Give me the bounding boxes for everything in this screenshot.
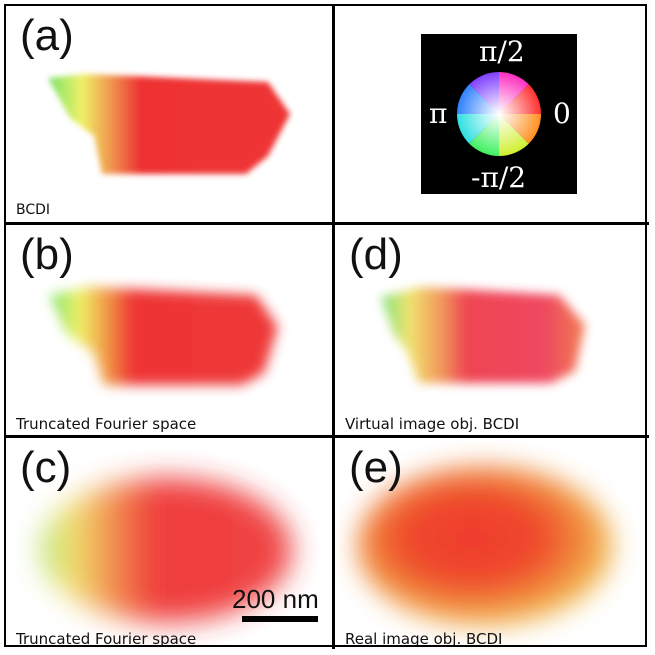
panel-e-label: (e) <box>349 443 403 492</box>
panel-e: (e) Real image obj. BCDI <box>335 438 647 649</box>
panel-a: (a) BCDI <box>6 6 332 222</box>
vertical-divider <box>332 4 335 649</box>
horizontal-divider-bottom <box>4 435 649 438</box>
panel-c-label: (c) <box>20 443 72 492</box>
panel-c: (c) Truncated Fourier space 200 nm <box>6 438 332 649</box>
panel-d-image <box>381 287 585 383</box>
panel-c-caption: Truncated Fourier space <box>16 630 197 648</box>
colorwheel-icon <box>457 72 541 156</box>
panel-e-caption: Real image obj. BCDI <box>345 630 503 648</box>
panel-d-caption: Virtual image obj. BCDI <box>345 415 520 433</box>
scalebar-label: 200 nm <box>232 584 319 614</box>
panel-a-image <box>48 74 290 174</box>
panel-colorwheel: π/2 -π/2 π 0 <box>335 6 647 222</box>
horizontal-divider-top <box>4 222 649 225</box>
colorwheel-right-label: 0 <box>553 97 571 130</box>
panel-a-label: (a) <box>20 11 74 60</box>
panel-c-image <box>40 478 292 622</box>
panel-b-caption: Truncated Fourier space <box>16 415 197 433</box>
panel-b-label: (b) <box>20 230 74 279</box>
panel-b-image <box>50 287 278 385</box>
panel-d: (d) Virtual image obj. BCDI <box>335 225 647 435</box>
figure-border <box>4 4 647 647</box>
panel-d-label: (d) <box>349 230 403 279</box>
colorwheel-legend: π/2 -π/2 π 0 <box>421 34 577 194</box>
panel-a-caption: BCDI <box>16 202 51 218</box>
colorwheel-left-label: π <box>429 97 448 130</box>
colorwheel-bottom-label: -π/2 <box>471 161 527 194</box>
panel-b: (b) Truncated Fourier space <box>6 225 332 435</box>
scalebar <box>242 616 318 622</box>
colorwheel-top-label: π/2 <box>479 35 525 68</box>
panel-e-image <box>357 466 613 626</box>
